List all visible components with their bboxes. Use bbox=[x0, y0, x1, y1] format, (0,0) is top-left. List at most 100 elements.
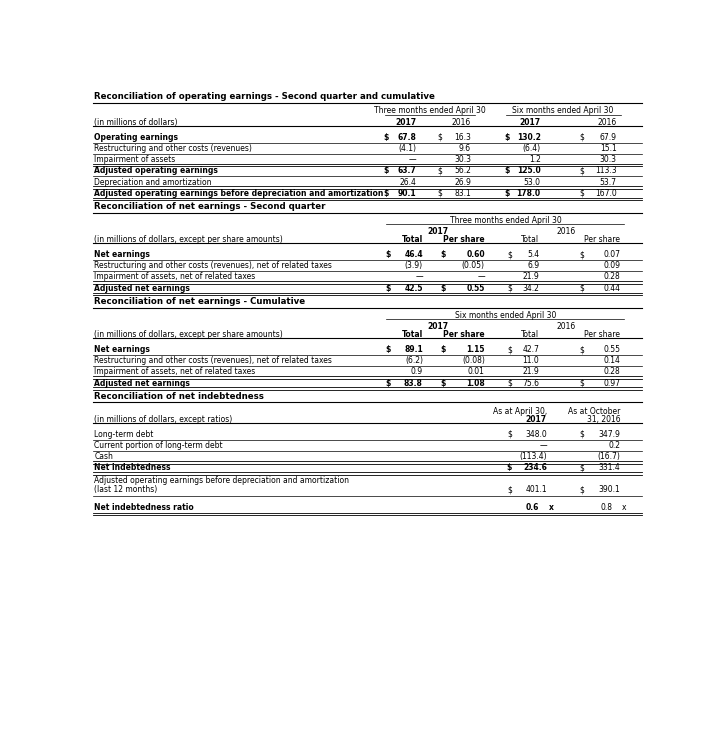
Text: 2017: 2017 bbox=[520, 118, 541, 127]
Text: 21.9: 21.9 bbox=[523, 368, 539, 376]
Text: 331.4: 331.4 bbox=[599, 464, 620, 472]
Text: 0.28: 0.28 bbox=[604, 272, 620, 281]
Text: 46.4: 46.4 bbox=[404, 250, 423, 259]
Text: 42.7: 42.7 bbox=[522, 345, 539, 354]
Text: Total: Total bbox=[521, 330, 539, 339]
Text: $: $ bbox=[504, 167, 510, 176]
Text: 0.09: 0.09 bbox=[604, 261, 620, 270]
Text: $: $ bbox=[441, 345, 446, 354]
Text: $: $ bbox=[385, 379, 390, 388]
Text: 26.4: 26.4 bbox=[400, 178, 417, 187]
Text: Total: Total bbox=[402, 235, 423, 244]
Text: Adjusted operating earnings: Adjusted operating earnings bbox=[94, 167, 218, 176]
Text: Adjusted operating earnings before depreciation and amortization: Adjusted operating earnings before depre… bbox=[94, 189, 384, 198]
Text: 2017: 2017 bbox=[396, 118, 417, 127]
Text: 390.1: 390.1 bbox=[599, 485, 620, 494]
Text: 53.7: 53.7 bbox=[599, 178, 617, 187]
Text: 2016: 2016 bbox=[556, 322, 576, 331]
Text: 167.0: 167.0 bbox=[595, 189, 617, 198]
Text: x: x bbox=[622, 503, 627, 512]
Text: (6.2): (6.2) bbox=[405, 356, 423, 365]
Text: (in millions of dollars, except ratios): (in millions of dollars, except ratios) bbox=[94, 415, 232, 424]
Text: 0.9: 0.9 bbox=[411, 368, 423, 376]
Text: $: $ bbox=[384, 133, 389, 142]
Text: $: $ bbox=[507, 485, 512, 494]
Text: (113.4): (113.4) bbox=[519, 452, 547, 461]
Text: 2017: 2017 bbox=[526, 415, 547, 424]
Text: 0.8: 0.8 bbox=[601, 503, 613, 512]
Text: $: $ bbox=[385, 345, 390, 354]
Text: 0.14: 0.14 bbox=[604, 356, 620, 365]
Text: $: $ bbox=[385, 283, 390, 292]
Text: 2017: 2017 bbox=[427, 322, 448, 331]
Text: 30.3: 30.3 bbox=[599, 155, 617, 164]
Text: 113.3: 113.3 bbox=[595, 167, 617, 176]
Text: 34.2: 34.2 bbox=[522, 283, 539, 292]
Text: 178.0: 178.0 bbox=[516, 189, 541, 198]
Text: Adjusted net earnings: Adjusted net earnings bbox=[94, 283, 190, 292]
Text: Per share: Per share bbox=[443, 235, 485, 244]
Text: Depreciation and amortization: Depreciation and amortization bbox=[94, 178, 212, 187]
Text: $: $ bbox=[504, 133, 510, 142]
Text: 9.6: 9.6 bbox=[459, 144, 471, 153]
Text: Restructuring and other costs (revenues): Restructuring and other costs (revenues) bbox=[94, 144, 252, 153]
Text: 2017: 2017 bbox=[427, 228, 448, 237]
Text: —: — bbox=[539, 441, 547, 450]
Text: $: $ bbox=[504, 189, 510, 198]
Text: $: $ bbox=[579, 133, 584, 142]
Text: $: $ bbox=[579, 485, 584, 494]
Text: 53.0: 53.0 bbox=[523, 178, 541, 187]
Text: 11.0: 11.0 bbox=[523, 356, 539, 365]
Text: $: $ bbox=[441, 283, 446, 292]
Text: 67.9: 67.9 bbox=[599, 133, 617, 142]
Text: Three months ended April 30: Three months ended April 30 bbox=[374, 106, 485, 115]
Text: 0.07: 0.07 bbox=[604, 250, 620, 259]
Text: (6.4): (6.4) bbox=[523, 144, 541, 153]
Text: $: $ bbox=[437, 133, 442, 142]
Text: 26.9: 26.9 bbox=[454, 178, 471, 187]
Text: 348.0: 348.0 bbox=[525, 430, 547, 439]
Text: $: $ bbox=[507, 250, 512, 259]
Text: 1.2: 1.2 bbox=[529, 155, 541, 164]
Text: Restructuring and other costs (revenues), net of related taxes: Restructuring and other costs (revenues)… bbox=[94, 261, 332, 270]
Text: 16.3: 16.3 bbox=[454, 133, 471, 142]
Text: $: $ bbox=[579, 430, 584, 439]
Text: (0.08): (0.08) bbox=[462, 356, 485, 365]
Text: 31, 2016: 31, 2016 bbox=[587, 415, 620, 424]
Text: $: $ bbox=[507, 379, 512, 388]
Text: Reconciliation of net indebtedness: Reconciliation of net indebtedness bbox=[94, 392, 264, 401]
Text: Six months ended April 30: Six months ended April 30 bbox=[513, 106, 614, 115]
Text: $: $ bbox=[579, 283, 584, 292]
Text: 90.1: 90.1 bbox=[398, 189, 417, 198]
Text: 1.08: 1.08 bbox=[466, 379, 485, 388]
Text: Adjusted operating earnings before depreciation and amortization: Adjusted operating earnings before depre… bbox=[94, 475, 349, 484]
Text: $: $ bbox=[507, 464, 512, 472]
Text: $: $ bbox=[437, 189, 442, 198]
Text: 234.6: 234.6 bbox=[523, 464, 547, 472]
Text: 30.3: 30.3 bbox=[454, 155, 471, 164]
Text: 0.97: 0.97 bbox=[604, 379, 620, 388]
Text: $: $ bbox=[507, 430, 512, 439]
Text: $: $ bbox=[579, 345, 584, 354]
Text: $: $ bbox=[579, 189, 584, 198]
Text: $: $ bbox=[507, 345, 512, 354]
Text: Per share: Per share bbox=[584, 330, 620, 339]
Text: Reconciliation of operating earnings - Second quarter and cumulative: Reconciliation of operating earnings - S… bbox=[94, 92, 435, 101]
Text: Three months ended April 30: Three months ended April 30 bbox=[450, 216, 561, 225]
Text: $: $ bbox=[579, 464, 584, 472]
Text: 83.1: 83.1 bbox=[454, 189, 471, 198]
Text: As at October: As at October bbox=[568, 407, 620, 416]
Text: 130.2: 130.2 bbox=[517, 133, 541, 142]
Text: $: $ bbox=[384, 189, 389, 198]
Text: 2016: 2016 bbox=[556, 228, 576, 237]
Text: (0.05): (0.05) bbox=[462, 261, 485, 270]
Text: Current portion of long-term debt: Current portion of long-term debt bbox=[94, 441, 223, 450]
Text: 83.8: 83.8 bbox=[404, 379, 423, 388]
Text: 2016: 2016 bbox=[597, 118, 617, 127]
Text: 75.6: 75.6 bbox=[522, 379, 539, 388]
Text: 0.44: 0.44 bbox=[604, 283, 620, 292]
Text: 1.15: 1.15 bbox=[466, 345, 485, 354]
Text: 0.6: 0.6 bbox=[526, 503, 539, 512]
Text: —: — bbox=[409, 155, 417, 164]
Text: Reconciliation of net earnings - Cumulative: Reconciliation of net earnings - Cumulat… bbox=[94, 297, 305, 306]
